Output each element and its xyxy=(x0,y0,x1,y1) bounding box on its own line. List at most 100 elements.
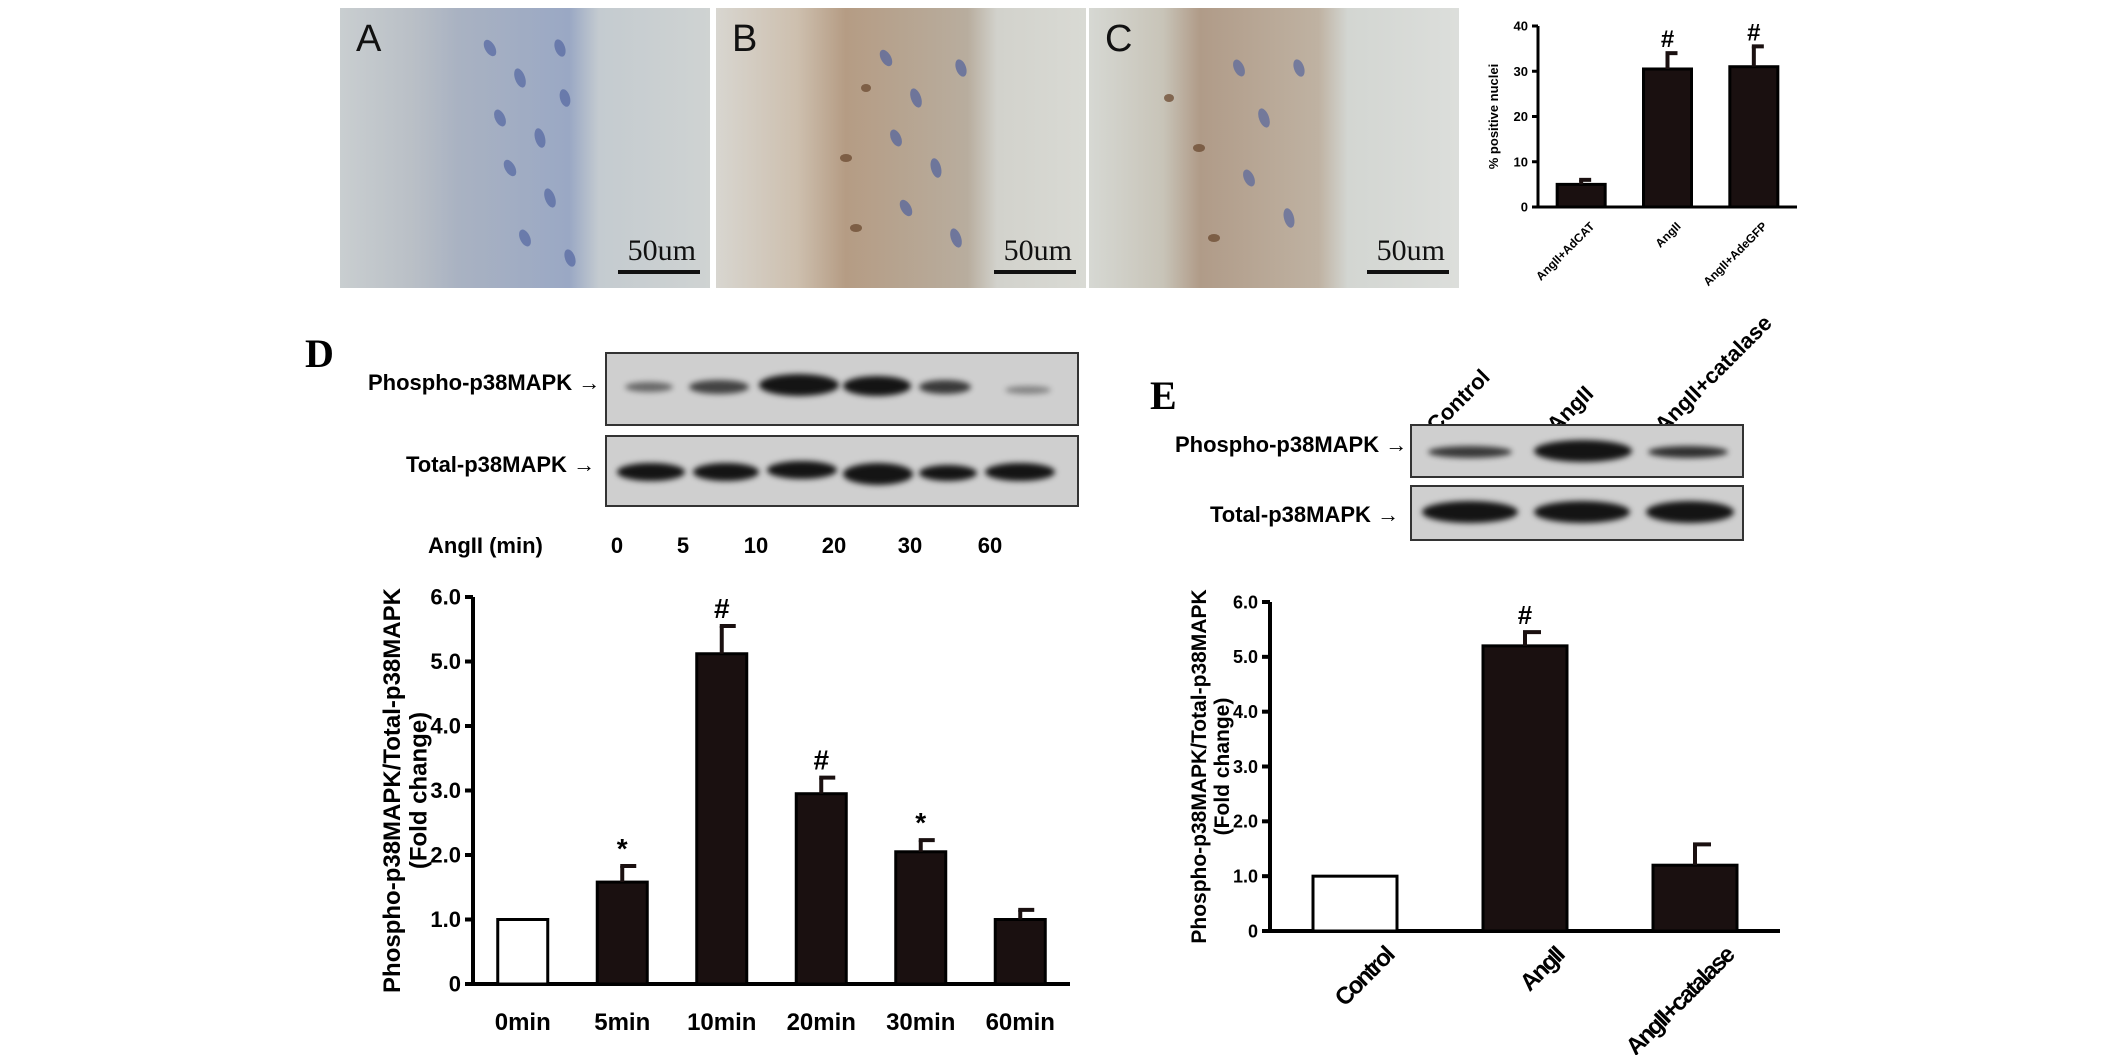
band xyxy=(843,376,911,396)
bar xyxy=(794,792,848,986)
scale-text-a: 50um xyxy=(627,234,696,267)
micrograph-b: B 50um xyxy=(716,8,1086,288)
y-tick-label: 6.0 xyxy=(430,585,461,610)
bar xyxy=(894,850,948,986)
micrograph-c: C 50um xyxy=(1089,8,1459,288)
significance-mark: # xyxy=(1747,19,1760,46)
bar xyxy=(1642,67,1693,209)
y-axis-label-line2: (Fold change) xyxy=(1211,698,1234,836)
bar xyxy=(993,918,1047,986)
y-tick-label: 3.0 xyxy=(1233,757,1258,777)
y-tick-label: 5.0 xyxy=(430,649,461,674)
band xyxy=(689,380,749,394)
blot-e-phospho-text: Phospho-p38MAPK xyxy=(1175,432,1380,457)
scale-bar-b xyxy=(994,270,1076,274)
blot-e-total xyxy=(1410,485,1744,541)
band xyxy=(1428,446,1512,458)
y-tick-label: 0 xyxy=(449,972,461,997)
scale-bar-a xyxy=(618,270,700,274)
panel-label-c: C xyxy=(1105,18,1133,60)
bar xyxy=(695,652,749,986)
bar xyxy=(1651,863,1739,933)
x-tick-label: AngII xyxy=(1653,219,1684,250)
band xyxy=(1534,501,1630,523)
x-tick-label: AngII+AdeGFP xyxy=(1700,219,1770,289)
blot-e-total-label: Total-p38MAPK → xyxy=(1210,502,1399,528)
scale-bar-c xyxy=(1367,270,1449,274)
blot-e-total-text: Total-p38MAPK xyxy=(1210,502,1371,527)
blot-d-phospho xyxy=(605,352,1079,426)
y-tick-label: 3.0 xyxy=(430,778,461,803)
x-tick-label: AngII xyxy=(1515,941,1570,996)
x-tick-label: 10min xyxy=(687,1009,756,1036)
x-tick-label: 5min xyxy=(594,1009,650,1036)
y-tick-label: 10 xyxy=(1514,154,1528,169)
y-tick-label: 20 xyxy=(1514,109,1528,124)
band xyxy=(625,382,673,392)
chart-catalase: 0 1.0 2.0 3.0 4.0 5.0 6.0 Phospho-p38MAPK/Total… xyxy=(1188,589,1780,1055)
y-tick-label: 0 xyxy=(1248,921,1258,941)
chart-positive-nuclei: 0 10 20 30 40 % positive nuclei AngII+AdCAT # An… xyxy=(1486,19,1797,289)
blot-d-lane-label: 20 xyxy=(821,533,847,558)
y-tick-label: 0 xyxy=(1521,200,1528,215)
band xyxy=(1422,501,1518,523)
y-tick-label: 1.0 xyxy=(1233,866,1258,886)
y-tick-label: 6.0 xyxy=(1233,592,1258,612)
y-tick-label: 2.0 xyxy=(1233,812,1258,832)
y-tick-label: 1.0 xyxy=(430,907,461,932)
y-tick-label: 40 xyxy=(1514,19,1528,34)
bar xyxy=(1481,644,1569,933)
tissue-image-a xyxy=(340,8,710,288)
blot-e-lane-label: AngII+catalase xyxy=(1649,310,1777,438)
bar xyxy=(1728,65,1780,209)
y-tick-label: 4.0 xyxy=(1233,702,1258,722)
arrow-right-icon: → xyxy=(1385,432,1408,457)
band xyxy=(1534,440,1632,462)
arrow-right-icon: → xyxy=(573,452,596,477)
significance-mark: # xyxy=(1518,600,1533,630)
x-tick-label: 0min xyxy=(495,1009,551,1036)
band xyxy=(767,461,837,479)
band xyxy=(1646,501,1734,523)
tissue-image-b xyxy=(716,8,1086,288)
significance-mark: # xyxy=(714,593,730,624)
significance-mark: # xyxy=(1661,26,1674,53)
blot-d-lane-label: 0 xyxy=(610,533,624,558)
panel-label-b: B xyxy=(732,18,758,60)
band xyxy=(1005,386,1051,394)
blot-d-phospho-label: Phospho-p38MAPK → xyxy=(368,370,600,396)
band xyxy=(1648,446,1728,458)
panel-label-d: D xyxy=(305,331,334,376)
band xyxy=(759,374,839,396)
x-tick-label: 30min xyxy=(886,1009,955,1036)
y-tick-label: 30 xyxy=(1514,64,1528,79)
significance-mark: * xyxy=(617,833,628,864)
scale-text-c: 50um xyxy=(1376,234,1445,267)
y-tick-label: 2.0 xyxy=(430,843,461,868)
x-tick-label: 20min xyxy=(787,1009,856,1036)
band xyxy=(919,380,971,394)
y-axis-label: % positive nuclei xyxy=(1486,64,1501,169)
band xyxy=(693,463,759,481)
band xyxy=(985,463,1055,481)
y-tick-label: 5.0 xyxy=(1233,647,1258,667)
blot-d-phospho-text: Phospho-p38MAPK xyxy=(368,370,573,395)
blot-e-phospho-label: Phospho-p38MAPK → xyxy=(1175,432,1407,458)
arrow-right-icon: → xyxy=(578,370,601,395)
y-axis-label-line2: (Fold change) xyxy=(405,712,432,869)
band xyxy=(843,463,913,485)
panel-label-a: A xyxy=(356,18,382,60)
bar xyxy=(595,880,649,986)
significance-mark: # xyxy=(813,745,829,776)
blot-d-total-text: Total-p38MAPK xyxy=(406,452,567,477)
panel-label-e: E xyxy=(1150,373,1177,418)
blot-e-phospho xyxy=(1410,424,1744,478)
blot-d-lane-label: 10 xyxy=(743,533,769,558)
blot-d-lane-label: 30 xyxy=(897,533,923,558)
x-tick-label: Control xyxy=(1330,942,1400,1012)
blot-d-total-label: Total-p38MAPK → xyxy=(406,452,595,478)
scale-text-b: 50um xyxy=(1003,234,1072,267)
blot-d-time-label: AngII (min) xyxy=(428,533,543,558)
band xyxy=(617,463,685,481)
bar xyxy=(1555,182,1607,209)
